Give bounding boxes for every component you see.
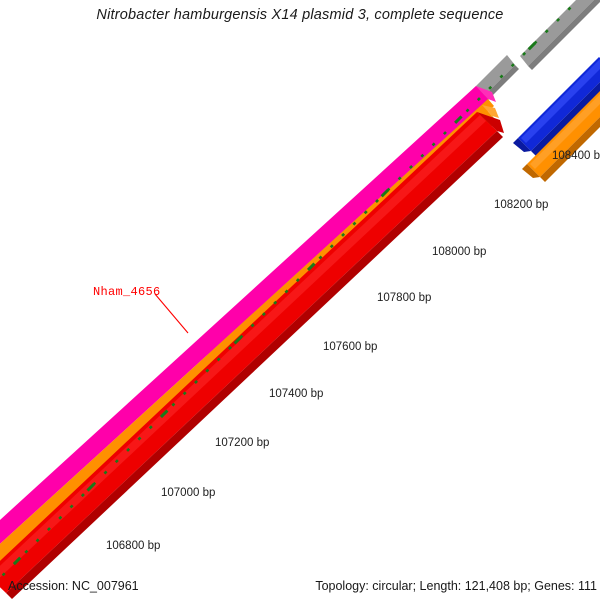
topology-text: Topology: circular; Length: 121,408 bp; … [315,579,597,593]
ruler-tick-label: 107600 bp [323,341,378,353]
accession-text: Accession: NC_007961 [8,579,139,593]
ruler-tick-label: 107200 bp [215,437,270,449]
ruler-tick-label: 107000 bp [161,487,216,499]
gene-label-nham-4656[interactable]: Nham_4656 [93,285,161,299]
feature-blue[interactable] [513,57,600,156]
ruler-tick-label: 108200 bp [494,199,549,211]
ruler-tick-label: 108400 bp [552,150,600,162]
feature-red[interactable] [0,112,504,599]
ruler-tick-label: 107800 bp [377,292,432,304]
ruler-tick-label: 107400 bp [269,388,324,400]
ruler-tick-label: 108000 bp [432,246,487,258]
page-title: Nitrobacter hamburgensis X14 plasmid 3, … [96,7,504,23]
status-bar: Accession: NC_007961 Topology: circular;… [0,574,600,600]
feature-orange-2[interactable] [522,84,600,182]
ruler-tick-label: 106800 bp [106,540,161,552]
